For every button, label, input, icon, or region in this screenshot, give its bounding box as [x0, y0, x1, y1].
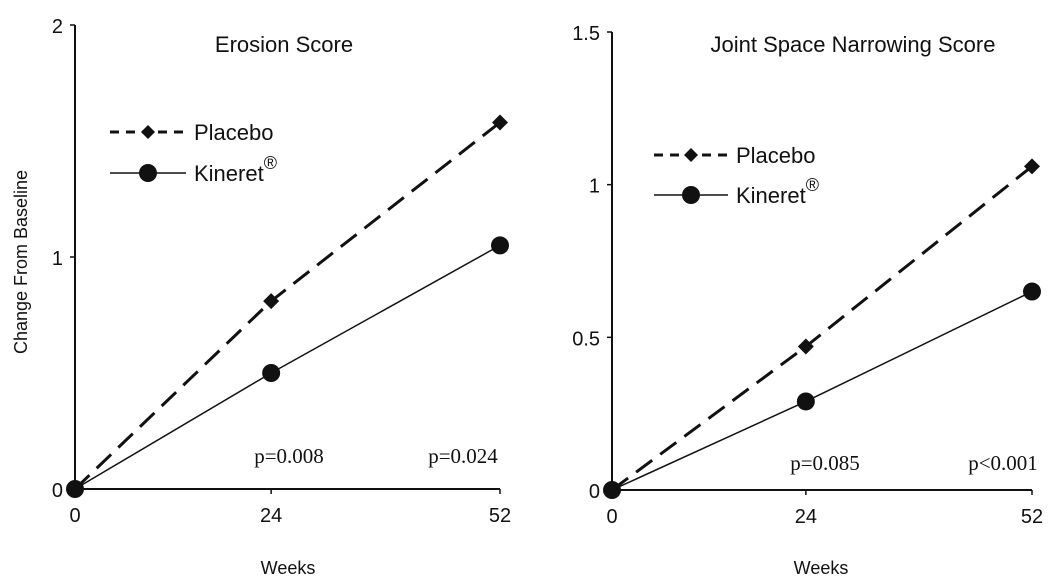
jsn-legend: Placebo Kineret®	[654, 143, 819, 208]
erosion-y-tick-label: 2	[52, 16, 63, 38]
erosion-placebo-point	[263, 293, 280, 310]
jsn-y-tick-label: 1.5	[572, 23, 600, 45]
erosion-legend-placebo-marker	[141, 125, 155, 139]
erosion-kineret-point	[491, 236, 509, 255]
erosion-kineret-point	[66, 480, 84, 498]
erosion-legend-kineret-label: Kineret®	[194, 153, 277, 186]
erosion-pvalue-52: p=0.024	[428, 444, 498, 468]
jsn-x-tick-label: 52	[1021, 506, 1043, 528]
jsn-legend-placebo-label: Placebo	[736, 143, 816, 168]
jsn-y-tick-label: 0	[589, 481, 600, 503]
erosion-chart-title: Erosion Score	[215, 32, 353, 57]
erosion-chart: Erosion Score Change From Baseline Weeks…	[11, 16, 511, 578]
erosion-series	[66, 114, 509, 498]
jsn-legend-kineret-superscript: ®	[806, 175, 819, 195]
jsn-legend-placebo-marker	[684, 148, 698, 162]
erosion-x-tick-label: 24	[260, 505, 282, 527]
erosion-y-tick-label: 0	[52, 480, 63, 502]
erosion-y-tick-label: 1	[52, 248, 63, 270]
jsn-x-axis-label: Weeks	[794, 558, 849, 578]
jsn-legend-kineret-label: Kineret®	[736, 175, 819, 208]
jsn-x-tick-label: 24	[795, 506, 817, 528]
erosion-y-axis-label: Change From Baseline	[11, 170, 31, 354]
erosion-ticks: 0 1 2 0 24 52	[52, 16, 511, 527]
jsn-placebo-point	[1024, 158, 1040, 175]
erosion-legend: Placebo Kineret®	[110, 120, 277, 186]
jsn-x-tick-label: 0	[606, 506, 617, 528]
erosion-placebo-point	[492, 114, 508, 131]
erosion-x-tick-label: 52	[489, 505, 511, 527]
jsn-series	[603, 158, 1041, 499]
erosion-legend-placebo-label: Placebo	[194, 120, 274, 145]
erosion-legend-kineret-name: Kineret	[194, 161, 264, 186]
jsn-kineret-point	[796, 392, 815, 411]
erosion-pvalue-24: p=0.008	[254, 444, 324, 468]
jsn-kineret-point	[603, 481, 621, 499]
jsn-chart: Joint Space Narrowing Score Weeks 0 0.5 1 1…	[572, 23, 1043, 578]
jsn-legend-kineret-marker	[682, 186, 700, 204]
jsn-pvalue-52: p<0.001	[968, 451, 1038, 475]
jsn-placebo-line	[611, 165, 1033, 492]
jsn-chart-title: Joint Space Narrowing Score	[711, 32, 996, 57]
jsn-pvalue-24: p=0.085	[790, 451, 860, 475]
erosion-placebo-line	[73, 121, 501, 491]
erosion-x-tick-label: 0	[69, 505, 80, 527]
jsn-legend-kineret-name: Kineret	[736, 183, 806, 208]
erosion-legend-kineret-marker	[139, 164, 157, 182]
jsn-kineret-point	[1023, 282, 1041, 301]
jsn-y-tick-label: 0.5	[572, 328, 600, 350]
erosion-x-axis-label: Weeks	[261, 558, 316, 578]
erosion-kineret-point	[262, 364, 281, 382]
erosion-legend-kineret-superscript: ®	[264, 153, 277, 173]
jsn-y-tick-label: 1	[589, 176, 600, 198]
jsn-placebo-point	[797, 338, 814, 355]
